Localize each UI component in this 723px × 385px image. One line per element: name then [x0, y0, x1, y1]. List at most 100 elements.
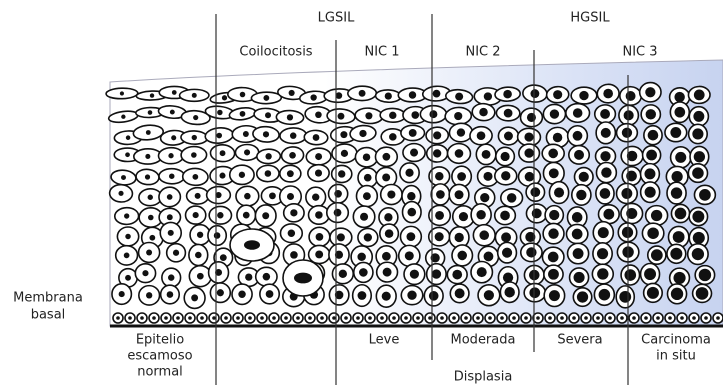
nucleus [289, 152, 296, 159]
nucleus [146, 130, 151, 135]
nucleus [527, 113, 536, 122]
nucleus [673, 231, 685, 243]
nucleus [171, 135, 176, 140]
nucleus [315, 111, 322, 118]
nucleus [168, 230, 174, 236]
nucleus [308, 316, 312, 320]
nucleus [596, 316, 600, 320]
nucleus [290, 251, 298, 259]
nucleus [599, 289, 611, 301]
stage-label: NIC 3 [622, 45, 657, 60]
nucleus [359, 130, 366, 137]
nucleus [125, 234, 131, 240]
stage-label: Coilocitosis [239, 45, 312, 60]
nucleus [693, 232, 705, 244]
nucleus [704, 316, 708, 320]
nucleus [532, 208, 542, 218]
nucleus [646, 109, 656, 119]
nucleus [549, 168, 559, 178]
nucleus [452, 316, 456, 320]
nucleus [240, 92, 246, 98]
nucleus [315, 153, 322, 160]
nucleus [191, 152, 197, 158]
nucleus [220, 150, 226, 156]
nucleus [526, 247, 536, 257]
nucleus [405, 169, 413, 177]
nucleus [382, 153, 390, 161]
nucleus [645, 187, 656, 198]
nucleus [263, 95, 269, 101]
bottom-label: in situ [656, 349, 696, 364]
nucleus [197, 232, 203, 238]
nucleus [603, 209, 614, 220]
nucleus [621, 188, 632, 199]
nucleus [263, 273, 271, 281]
nucleus [548, 316, 552, 320]
diagram: LGSIL HGSIL Coilocitosis NIC 1 NIC 2 NIC… [0, 0, 723, 385]
nucleus [148, 195, 153, 200]
nucleus [193, 212, 199, 218]
nucleus [142, 270, 148, 276]
nucleus [404, 316, 408, 320]
group-label: HGSIL [570, 11, 610, 26]
nucleus [313, 134, 320, 141]
nucleus [477, 131, 486, 140]
nucleus [668, 316, 672, 320]
nucleus [644, 316, 648, 320]
nucleus [670, 127, 681, 138]
nucleus [455, 288, 465, 298]
nucleus [603, 89, 613, 99]
nucleus [121, 175, 126, 180]
nucleus [530, 89, 539, 98]
nucleus [385, 229, 394, 238]
nucleus [332, 316, 336, 320]
nucleus [457, 251, 467, 261]
nucleus [644, 168, 655, 179]
nucleus [407, 192, 415, 200]
nucleus [598, 227, 609, 238]
nucleus [646, 150, 657, 161]
nucleus [525, 172, 535, 182]
nucleus [572, 212, 583, 223]
nucleus [338, 170, 345, 177]
nucleus [484, 252, 494, 262]
nucleus [365, 112, 372, 119]
nucleus [239, 172, 245, 178]
nucleus [389, 133, 397, 141]
nucleus [435, 172, 443, 180]
nucleus [601, 128, 611, 138]
nucleus [170, 110, 175, 115]
nucleus [429, 110, 437, 118]
nucleus [296, 316, 300, 320]
nucleus [339, 270, 347, 278]
nucleus [244, 149, 250, 155]
nucleus [217, 212, 223, 218]
nucleus [548, 252, 559, 263]
nucleus [338, 113, 345, 120]
nucleus [193, 115, 198, 120]
nucleus [382, 292, 391, 301]
nucleus [146, 292, 152, 298]
nucleus [670, 248, 682, 260]
nucleus [483, 172, 492, 181]
cells [106, 82, 723, 323]
stage-label: NIC 2 [465, 45, 500, 60]
nucleus [124, 253, 130, 259]
nucleus [435, 232, 444, 241]
nucleus [265, 112, 271, 118]
nucleus [433, 131, 441, 139]
nucleus [128, 316, 132, 320]
nucleus [504, 287, 514, 297]
footer-label: Displasia [454, 370, 513, 385]
nucleus [436, 190, 445, 199]
nucleus [455, 233, 464, 242]
bottom-label: Carcinoma [641, 333, 711, 348]
nucleus [125, 152, 130, 157]
group-label: LGSIL [318, 11, 355, 26]
nucleus [244, 193, 250, 199]
nucleus [120, 91, 124, 95]
nucleus [550, 109, 559, 118]
nucleus [224, 316, 228, 320]
nucleus [407, 208, 416, 217]
nucleus [389, 112, 396, 119]
